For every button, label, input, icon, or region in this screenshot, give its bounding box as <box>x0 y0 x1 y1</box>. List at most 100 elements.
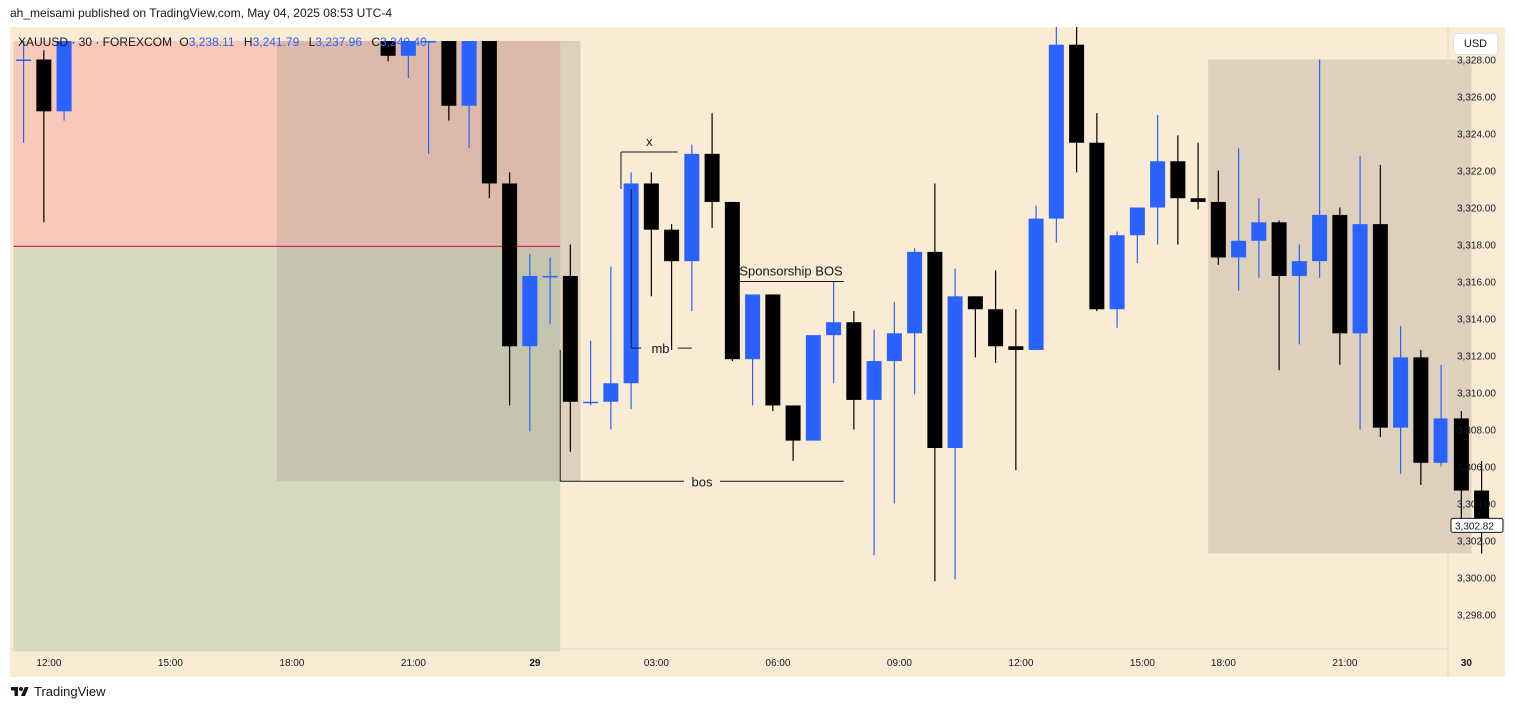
candle <box>1190 142 1206 210</box>
candle <box>1372 164 1388 437</box>
candle-body <box>441 41 457 106</box>
x-tick-label: 03:00 <box>644 658 669 669</box>
legend-close-label: C <box>371 35 380 49</box>
candle-body <box>1170 161 1186 199</box>
candle-body <box>1312 214 1328 262</box>
candle <box>1048 27 1064 243</box>
legend-high-value: 3,241.79 <box>253 35 300 49</box>
annotation-label: bos <box>691 474 712 489</box>
x-tick-label: 15:00 <box>1130 658 1155 669</box>
candle-body <box>380 41 396 56</box>
candle <box>441 41 457 121</box>
candle <box>36 50 52 223</box>
candle <box>704 113 720 228</box>
x-tick-label: 06:00 <box>765 658 790 669</box>
x-tick-label: 09:00 <box>887 658 912 669</box>
chart-frame[interactable]: x mb Sponsorship BOS bos 3,328.00 3,326.00 3,… <box>10 27 1505 677</box>
candle-body <box>1453 418 1469 491</box>
x-tick-label: 18:00 <box>1211 658 1236 669</box>
candle-body <box>1129 207 1145 236</box>
legend-high-label: H <box>244 35 253 49</box>
candle-body <box>785 405 801 441</box>
y-tick-label: 3,298.00 <box>1457 611 1496 622</box>
candle-body <box>1291 261 1307 276</box>
y-tick-label: 3,322.00 <box>1457 167 1496 178</box>
x-tick-label: 30 <box>1461 658 1473 669</box>
legend-close-value: 3,240.40 <box>380 35 427 49</box>
candle <box>866 329 882 556</box>
candle-body <box>704 153 720 202</box>
candle <box>461 41 477 149</box>
y-tick-label: 3,324.00 <box>1457 130 1496 141</box>
candle <box>1129 207 1145 263</box>
candle <box>745 294 761 406</box>
candle <box>643 172 659 297</box>
candle-body <box>907 251 923 334</box>
candle-body <box>664 229 680 262</box>
candle-body <box>1372 224 1388 428</box>
candle-body <box>1271 222 1287 276</box>
annotation-label: x <box>646 134 653 149</box>
candle <box>1312 59 1328 278</box>
candle-body <box>1150 161 1166 208</box>
candle <box>562 244 578 452</box>
candle <box>907 248 923 395</box>
candle <box>765 294 781 411</box>
candle <box>1453 411 1469 530</box>
candle <box>421 41 437 154</box>
candle <box>1474 460 1490 554</box>
candle <box>1210 170 1226 265</box>
currency-button[interactable]: USD <box>1453 33 1498 55</box>
candle-body <box>502 183 518 347</box>
candle <box>927 183 943 582</box>
candle <box>1089 113 1105 312</box>
candle-body <box>562 275 578 402</box>
candle-body <box>421 41 437 43</box>
footer: TradingView <box>10 684 106 699</box>
candle-body <box>36 59 52 112</box>
candle-body <box>1251 222 1267 241</box>
x-tick-label: 12:00 <box>1008 658 1033 669</box>
candle-body <box>1231 240 1247 258</box>
axis-layer: 3,328.00 3,326.00 3,324.00 3,322.00 3,320.00… <box>10 27 1504 677</box>
y-tick-label: 3,316.00 <box>1457 278 1496 289</box>
y-tick-label: 3,326.00 <box>1457 93 1496 104</box>
candle-body <box>988 309 1004 347</box>
x-tick-label: 15:00 <box>158 658 183 669</box>
candle <box>785 405 801 461</box>
candle-body <box>542 275 558 278</box>
candle <box>16 41 32 143</box>
y-tick-label: 3,304.00 <box>1457 500 1496 511</box>
legend-low-label: L <box>309 35 316 49</box>
candle-body <box>1332 214 1348 334</box>
x-tick-label: 21:00 <box>401 658 426 669</box>
x-tick-label: 29 <box>529 658 541 669</box>
candle-body <box>1190 198 1206 202</box>
zone-demand <box>13 246 561 652</box>
y-tick-label: 3,302.00 <box>1457 537 1496 548</box>
candles-layer <box>16 27 1490 582</box>
candle <box>886 301 902 504</box>
candle <box>522 253 538 432</box>
candle-body <box>16 59 32 61</box>
candle-body <box>1474 490 1490 526</box>
candle-body <box>1048 44 1064 219</box>
candle <box>1028 205 1044 350</box>
y-tick-label: 3,300.00 <box>1457 574 1496 585</box>
y-tick-label: 3,328.00 <box>1457 56 1496 67</box>
annotations-layer: x mb Sponsorship BOS bos <box>559 134 844 489</box>
y-tick-label: 3,308.00 <box>1457 426 1496 437</box>
candle <box>724 201 740 362</box>
candle <box>400 41 416 78</box>
candle-body <box>846 322 862 400</box>
candle-body <box>866 361 882 400</box>
candle-body <box>1028 218 1044 350</box>
candle <box>502 172 518 406</box>
candle-body <box>643 183 659 230</box>
footer-brand: TradingView <box>34 684 106 699</box>
candle-body <box>805 335 821 441</box>
candle <box>1069 27 1085 173</box>
candle-body <box>826 322 842 336</box>
x-tick-label: 18:00 <box>279 658 304 669</box>
